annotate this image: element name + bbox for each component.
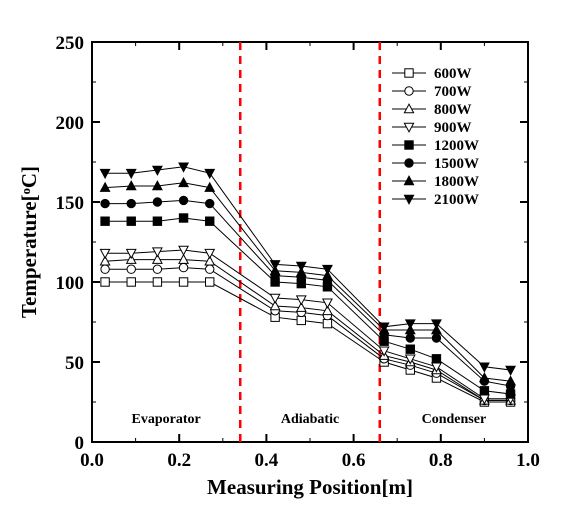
data-marker <box>206 278 214 286</box>
chart-container: 0.00.20.40.60.81.0050100150200250Measuri… <box>0 0 582 521</box>
x-tick-label: 0.4 <box>255 450 279 471</box>
data-marker <box>206 199 214 207</box>
data-marker <box>179 278 187 286</box>
data-marker <box>206 265 214 273</box>
data-marker <box>153 278 161 286</box>
x-tick-label: 0.6 <box>342 450 366 471</box>
data-marker <box>179 263 187 271</box>
data-marker <box>206 217 214 225</box>
legend-label: 600W <box>434 66 472 82</box>
data-marker <box>480 387 488 395</box>
region-label: Evaporator <box>132 412 201 427</box>
data-marker <box>127 265 135 273</box>
data-marker <box>405 69 413 77</box>
data-marker <box>406 345 414 353</box>
legend-label: 2100W <box>434 192 479 208</box>
data-marker <box>506 390 514 398</box>
y-tick-label: 150 <box>56 193 85 214</box>
data-marker <box>179 214 187 222</box>
data-marker <box>153 265 161 273</box>
x-tick-label: 0.2 <box>167 450 191 471</box>
data-marker <box>153 217 161 225</box>
chart-svg: 0.00.20.40.60.81.0050100150200250Measuri… <box>0 0 582 521</box>
data-marker <box>127 217 135 225</box>
data-marker <box>405 159 413 167</box>
region-label: Condenser <box>422 412 487 427</box>
data-marker <box>101 199 109 207</box>
data-marker <box>405 141 413 149</box>
data-marker <box>432 334 440 342</box>
data-marker <box>153 198 161 206</box>
data-marker <box>101 278 109 286</box>
data-marker <box>101 265 109 273</box>
data-marker <box>323 319 331 327</box>
data-marker <box>127 278 135 286</box>
legend-label: 900W <box>434 120 472 136</box>
x-tick-label: 1.0 <box>516 450 540 471</box>
legend-label: 700W <box>434 84 472 100</box>
legend-label: 1500W <box>434 156 479 172</box>
data-marker <box>405 87 413 95</box>
y-tick-label: 0 <box>75 433 85 454</box>
data-marker <box>297 316 305 324</box>
data-marker <box>432 355 440 363</box>
y-tick-label: 100 <box>56 273 85 294</box>
data-marker <box>127 199 135 207</box>
data-marker <box>406 334 414 342</box>
x-tick-label: 0.8 <box>429 450 453 471</box>
y-tick-label: 250 <box>56 33 85 54</box>
legend-label: 800W <box>434 102 472 118</box>
data-marker <box>179 196 187 204</box>
y-axis-label: Temperature[oC] <box>17 166 41 318</box>
y-tick-label: 50 <box>65 353 84 374</box>
region-label: Adiabatic <box>281 412 339 427</box>
y-tick-label: 200 <box>56 113 85 134</box>
data-marker <box>101 217 109 225</box>
x-axis-label: Measuring Position[m] <box>207 475 413 499</box>
legend-label: 1800W <box>434 174 479 190</box>
legend-label: 1200W <box>434 138 479 154</box>
